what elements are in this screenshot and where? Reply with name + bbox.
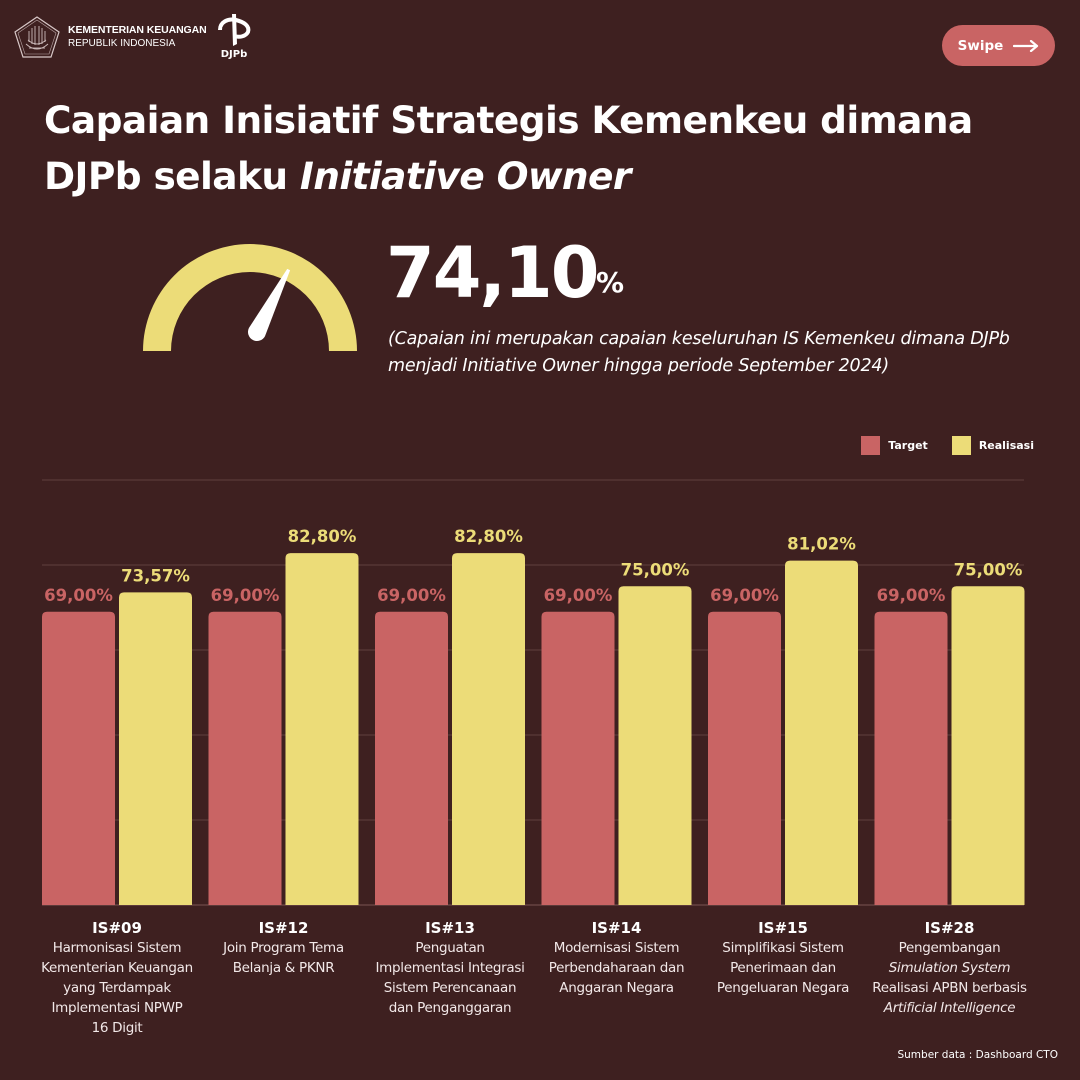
data-label-realisasi: 82,80%	[288, 527, 357, 546]
gauge-needle	[248, 268, 291, 341]
category-code: IS#15	[758, 919, 808, 937]
legend-item-realisasi: Realisasi	[951, 436, 1034, 455]
gauge-icon	[143, 244, 357, 351]
category-description: Simplifikasi Sistem Penerimaan dan Pengelu…	[695, 938, 871, 998]
data-label-realisasi: 82,80%	[454, 527, 523, 546]
category-code: IS#13	[425, 919, 475, 937]
category-description-line: 16 Digit	[91, 1020, 143, 1036]
kemenkeu-logo: KEMENTERIAN KEUANGAN REPUBLIK INDONESIA	[12, 14, 207, 60]
category-code: IS#09	[92, 919, 142, 937]
category-description: Modernisasi Sistem Perbendaharaan dan Angg…	[529, 938, 705, 998]
kpi-note: (Capaian ini merupakan capaian keseluruh…	[388, 329, 1010, 376]
category-label: IS#13 Penguatan Implementasi Integrasi Sist…	[362, 918, 538, 1018]
category-description: Harmonisasi Sistem Kementerian Keuangan ya…	[29, 938, 205, 1038]
category-code: IS#12	[258, 919, 309, 937]
chart-legend: Target Realisasi	[861, 436, 1034, 455]
arrow-right-icon	[1013, 39, 1039, 52]
data-label-realisasi: 81,02%	[787, 535, 856, 554]
page-title-line1: Capaian Inisiatif Strategis Kemenkeu dim…	[44, 98, 973, 142]
category-description-line: Pengembangan	[898, 940, 1001, 956]
djpb-label: DJPb	[220, 49, 248, 60]
data-label-target: 69,00%	[544, 586, 613, 605]
org-country: REPUBLIK INDONESIA	[68, 38, 176, 50]
bar-target-is09	[42, 611, 115, 905]
category-code: IS#14	[591, 919, 642, 937]
category-description-line: Sistem Perencanaan	[383, 980, 517, 996]
bar-target-is28	[874, 611, 948, 905]
category-description-line: yang Terdampak	[63, 980, 171, 996]
swipe-label: Swipe	[957, 37, 1004, 54]
category-description-line: Pengeluaran Negara	[716, 980, 850, 996]
category-description-line: Simulation System	[888, 960, 1011, 976]
kemenkeu-emblem-icon	[14, 16, 60, 58]
category-description-line: Harmonisasi Sistem	[52, 940, 182, 956]
category-description: Penguatan Implementasi Integrasi Sistem Pe…	[362, 938, 538, 1018]
category-description: Pengembangan Simulation System Realisasi A…	[862, 938, 1038, 1018]
legend-swatch-realisasi	[951, 436, 971, 455]
category-description-line: Join Program Tema	[223, 940, 344, 956]
category-description-line: Perbendaharaan dan	[548, 960, 685, 976]
bar-target-is12	[208, 611, 282, 905]
category-description-line: Implementasi NPWP	[51, 1000, 183, 1016]
category-label: IS#15 Simplifikasi Sistem Penerimaan dan Pe…	[695, 918, 871, 998]
page-title: Capaian Inisiatif Strategis Kemenkeu dim…	[44, 92, 1004, 204]
kpi-unit: %	[596, 266, 625, 299]
data-label-target: 69,00%	[211, 586, 280, 605]
bar-chart: 69,00% 73,57% 69,00% 82,80% 69,00% 82,80% 69,0…	[42, 479, 1025, 906]
data-label-realisasi: 73,57%	[121, 566, 190, 585]
legend-label-target: Target	[888, 439, 928, 452]
page-title-line2: DJPb selaku Initiative Owner	[44, 148, 1004, 204]
data-label-target: 69,00%	[710, 586, 779, 605]
data-label-target: 69,00%	[877, 586, 946, 605]
bar-realisasi-is09	[119, 592, 192, 905]
category-label: IS#14 Modernisasi Sistem Perbendaharaan da…	[529, 918, 705, 998]
data-label-realisasi: 75,00%	[954, 560, 1023, 579]
data-label-target: 69,00%	[44, 586, 113, 605]
category-labels: IS#09 Harmonisasi Sistem Kementerian Keuan…	[0, 918, 1080, 1048]
djpb-logo: DJPb	[212, 12, 256, 62]
kpi-value: 74,10	[386, 232, 599, 314]
bar-realisasi-is14	[618, 586, 692, 905]
category-description-line: Kementerian Keuangan	[41, 960, 193, 976]
bar-target-is14	[541, 611, 615, 905]
bar-realisasi-is15	[785, 560, 858, 905]
page-title-italic: Initiative Owner	[299, 154, 631, 198]
category-description-line: Realisasi APBN berbasis	[872, 980, 1027, 996]
data-label-target: 69,00%	[377, 586, 446, 605]
category-description-line: Penerimaan dan	[730, 960, 836, 976]
category-code: IS#28	[924, 919, 975, 937]
bar-target-is13	[375, 611, 448, 905]
source-note: Sumber data : Dashboard CTO	[897, 1049, 1058, 1061]
bar-realisasi-is13	[452, 553, 525, 905]
legend-item-target: Target	[861, 436, 928, 455]
category-description-line: Penguatan	[415, 940, 485, 956]
category-label: IS#09 Harmonisasi Sistem Kementerian Keuan…	[29, 918, 205, 1038]
org-name: KEMENTERIAN KEUANGAN	[68, 24, 207, 37]
category-label: IS#28 Pengembangan Simulation System Realis…	[862, 918, 1038, 1018]
category-description: Join Program Tema Belanja & PKNR	[196, 938, 372, 978]
bar-realisasi-is28	[951, 586, 1025, 905]
bar-realisasi-is12	[285, 553, 359, 905]
category-description-line: dan Penganggaran	[388, 1000, 512, 1016]
category-label: IS#12 Join Program Tema Belanja & PKNR	[196, 918, 372, 978]
category-description-line: Implementasi Integrasi	[375, 960, 525, 976]
category-description-line: Belanja & PKNR	[232, 960, 335, 976]
djpb-emblem-icon	[218, 14, 251, 46]
legend-swatch-target	[861, 436, 881, 455]
legend-label-realisasi: Realisasi	[978, 439, 1034, 452]
gauge-arc	[143, 244, 357, 351]
data-label-realisasi: 75,00%	[621, 560, 690, 579]
category-description-line: Anggaran Negara	[559, 980, 674, 996]
bar-target-is15	[708, 611, 781, 905]
category-description-line: Artificial Intelligence	[883, 1000, 1016, 1016]
page-title-plain: DJPb selaku	[44, 154, 300, 198]
category-description-line: Simplifikasi Sistem	[722, 940, 844, 956]
category-description-line: Modernisasi Sistem	[553, 940, 680, 956]
swipe-button[interactable]: Swipe	[942, 25, 1055, 66]
